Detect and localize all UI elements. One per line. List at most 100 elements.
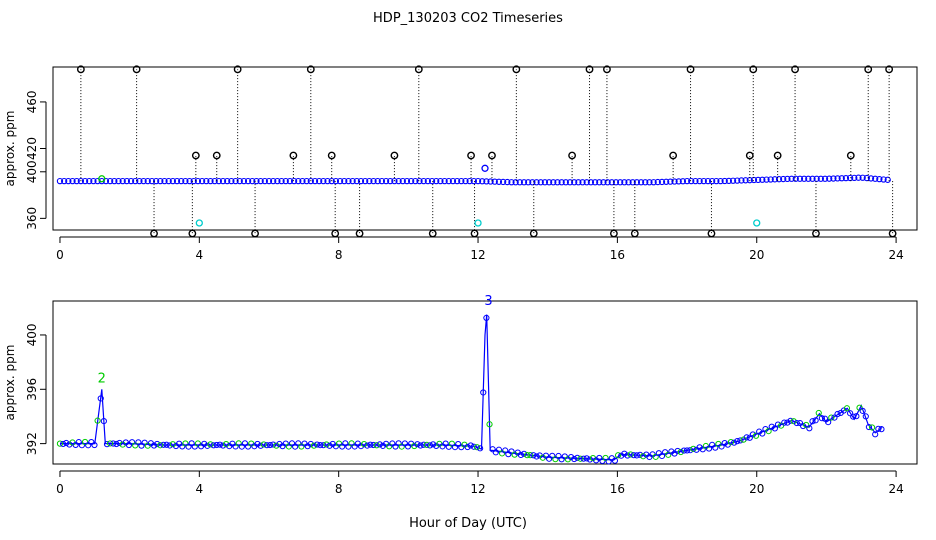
data-point [700,177,707,185]
cyan-point [474,219,482,227]
data-point [191,443,198,450]
data-point [771,425,778,432]
data-point [504,178,511,186]
data-point [307,177,314,185]
data-point [263,442,271,449]
data-point [211,177,218,185]
data-point [527,452,534,459]
data-point [792,175,799,182]
outlier-point [188,229,197,238]
data-point [583,179,590,186]
data-point [821,415,829,422]
data-point [671,178,678,185]
y-tick-label: 400 [25,160,39,183]
data-point [817,175,824,182]
data-point [458,177,465,185]
data-point [257,177,264,185]
data-point [270,177,277,185]
data-point [414,441,421,448]
data-point [796,175,804,182]
outlier-point [289,151,298,160]
data-point [341,177,348,185]
data-point [486,421,493,428]
data-point [705,445,713,452]
x-tick-label: 12 [470,248,485,262]
data-point [625,179,632,186]
data-point [348,440,355,447]
data-point [445,177,452,185]
data-point [182,440,189,447]
data-point [60,440,67,448]
data-point [398,443,405,450]
data-point [392,443,399,450]
data-point [207,177,214,185]
data-point [696,444,703,451]
data-point [253,177,260,185]
data-point [373,442,380,449]
data-point [646,179,653,186]
data-point [624,452,631,459]
data-point [549,452,556,459]
data-point [508,448,515,455]
data-point [763,176,770,183]
outlier-point [568,151,576,160]
data-point [627,451,634,458]
data-point [336,177,344,185]
data-point [692,177,699,185]
outlier-point [327,151,336,160]
data-point [687,447,694,454]
data-point [704,177,712,185]
data-point [850,413,857,420]
data-point [132,177,139,185]
data-point [537,179,544,186]
chart-title: HDP_130203 CO2 Timeseries [373,11,563,26]
outlier-point [355,229,364,238]
data-point [826,175,833,182]
data-point [767,176,774,183]
data-point [491,178,498,185]
data-point [219,442,227,449]
data-point [667,178,674,185]
data-point [324,177,331,185]
outlier-point [467,151,475,160]
data-point [473,444,481,451]
outlier-point [428,229,437,238]
data-point [754,176,762,184]
data-point [207,441,214,448]
data-point [326,442,333,449]
data-point [855,174,862,181]
data-point [712,444,719,451]
data-point [872,175,879,182]
data-point [285,443,292,450]
data-point [495,446,503,453]
data-point [56,440,64,447]
data-point [696,177,703,185]
data-point [815,409,822,417]
outlier-point [191,151,200,160]
data-point [412,177,419,185]
data-point [417,442,424,449]
bottom-panel: 0 4 8 12 16 20 24 392 396 400 approx. ppm 2 3 [3,294,918,496]
data-point [738,177,745,184]
data-point [236,177,243,185]
data-point [77,177,85,185]
data-point [596,179,603,186]
data-point [204,442,211,449]
data-point [185,443,192,450]
data-point [800,175,808,182]
outlier-point [212,151,221,160]
data-point [470,443,477,450]
data-point [270,441,277,448]
outlier-point [669,151,678,160]
data-point [495,178,503,185]
data-point [721,177,728,185]
x-tick-label: 8 [335,248,343,262]
data-point [366,177,373,185]
data-point [86,177,93,185]
data-point [203,177,210,185]
data-point [132,442,139,449]
data-point [160,441,167,448]
data-point [529,179,536,186]
data-point [637,179,645,186]
data-point [604,179,611,186]
